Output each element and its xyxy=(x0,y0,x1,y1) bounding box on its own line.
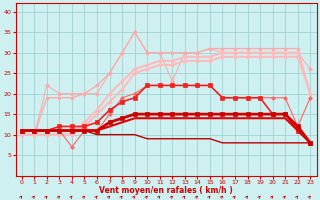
X-axis label: Vent moyen/en rafales ( km/h ): Vent moyen/en rafales ( km/h ) xyxy=(99,186,233,195)
